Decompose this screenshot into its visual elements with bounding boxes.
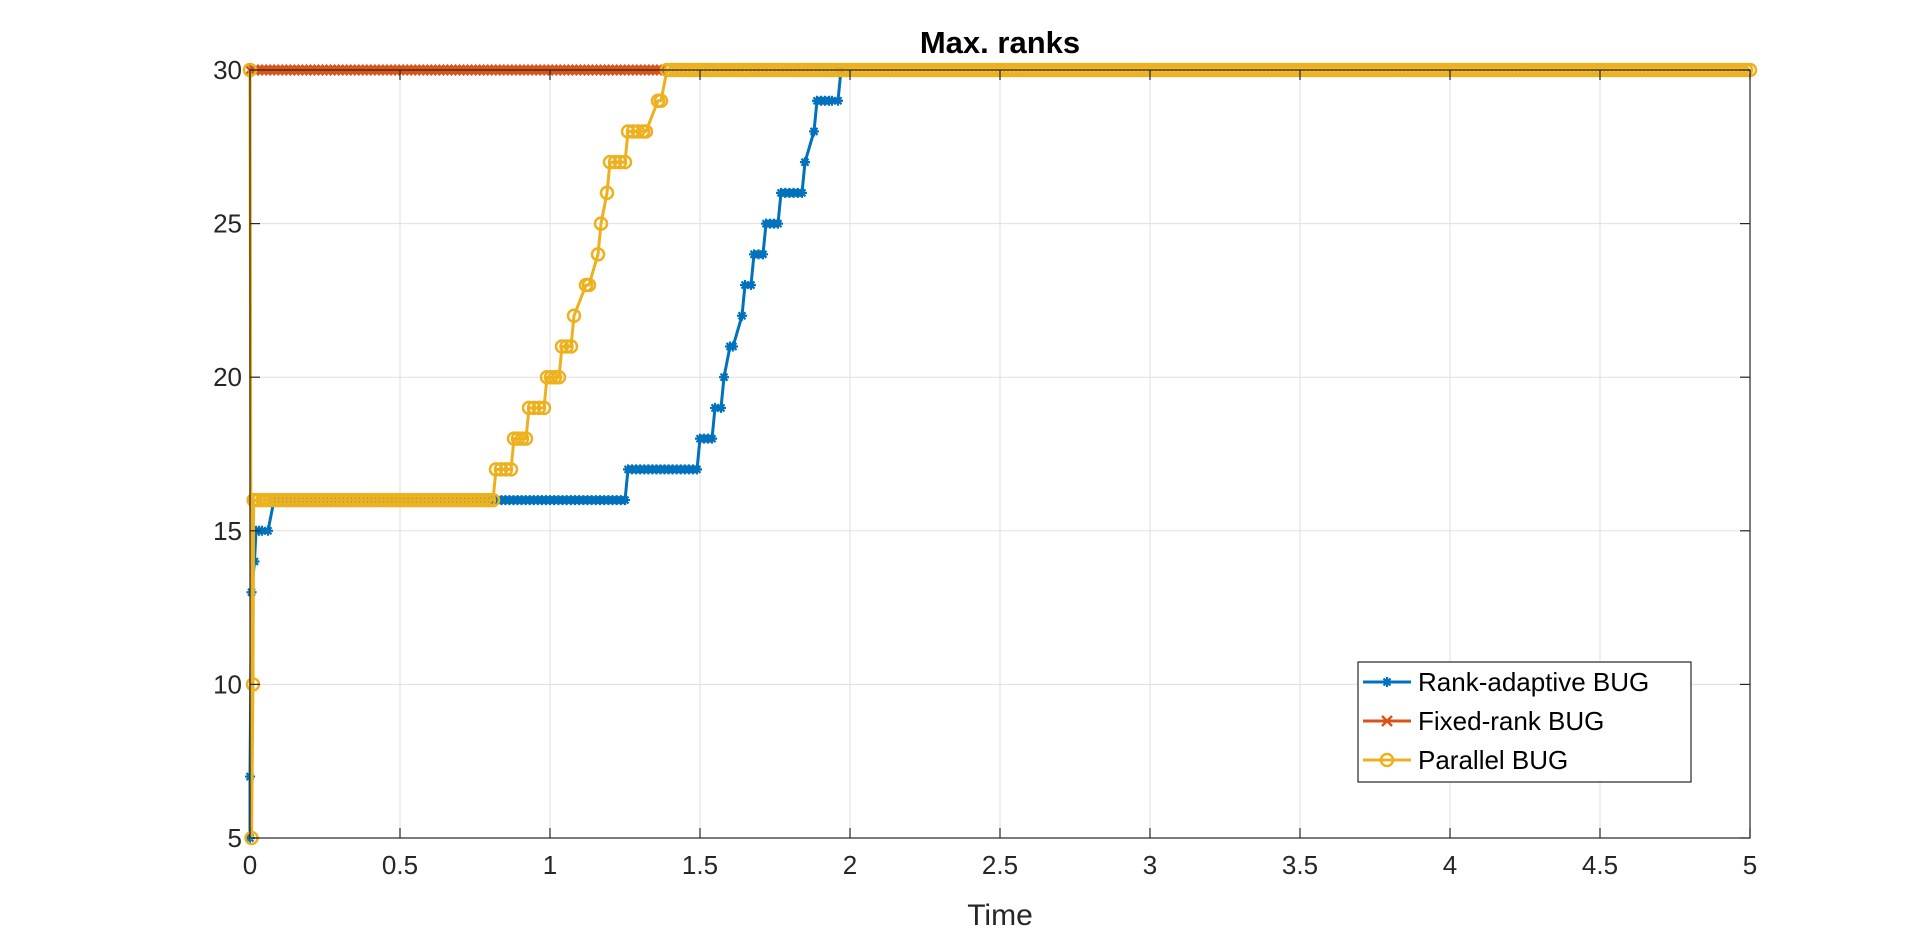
- data-point: [563, 339, 579, 354]
- y-tick-label: 25: [213, 209, 242, 239]
- y-tick-label: 10: [213, 669, 242, 699]
- x-tick-label: 0: [243, 850, 257, 880]
- data-point: [797, 187, 807, 198]
- x-tick-label: 3.5: [1282, 850, 1318, 880]
- data-point: [800, 157, 810, 168]
- data-point: [257, 525, 267, 536]
- data-point: [710, 402, 720, 413]
- axes: [249, 69, 1751, 839]
- legend-label: Fixed-rank BUG: [1418, 706, 1604, 736]
- data-point: [707, 433, 717, 444]
- data-point: [773, 218, 783, 229]
- data-point: [554, 339, 570, 354]
- data-point: [833, 95, 843, 106]
- legend[interactable]: Rank-adaptive BUG Fixed-rank BUG Parallel …: [1357, 661, 1692, 783]
- x-tick-label: 0.5: [382, 850, 418, 880]
- data-point: [617, 154, 633, 170]
- data-point: [531, 400, 547, 416]
- data-point: [566, 308, 582, 324]
- data-point: [521, 400, 537, 416]
- data-point: [503, 462, 519, 477]
- data-point: [559, 339, 574, 354]
- data-point: [536, 400, 552, 416]
- x-tick-label: 4: [1443, 850, 1457, 880]
- legend-item-rank-adaptive-bug: Rank-adaptive BUG: [1363, 667, 1649, 697]
- data-point: [590, 247, 606, 262]
- x-tick-label: 1.5: [682, 850, 718, 880]
- data-point: [599, 185, 615, 201]
- legend-marker: [1379, 752, 1395, 768]
- legend-item-parallel-bug: Parallel BUG: [1363, 745, 1568, 775]
- x-tick-label: 5: [1743, 850, 1757, 880]
- x-tick-label: 3: [1143, 850, 1157, 880]
- legend-label: Parallel BUG: [1418, 745, 1568, 775]
- x-tick-label: 2: [843, 850, 857, 880]
- chart-title: Max. ranks: [920, 25, 1080, 60]
- data-point: [716, 402, 726, 413]
- data-point: [746, 280, 756, 291]
- data-point: [737, 310, 747, 321]
- data-point: [758, 249, 768, 260]
- data-point: [493, 462, 509, 477]
- data-point: [653, 93, 669, 108]
- data-point: [485, 492, 501, 508]
- y-tick-label: 15: [213, 516, 242, 546]
- x-tick-label: 1: [543, 850, 557, 880]
- legend-marker: [1381, 715, 1393, 727]
- data-point: [602, 154, 618, 170]
- data-point: [638, 124, 654, 139]
- data-point: [551, 369, 567, 385]
- data-point: [518, 431, 534, 446]
- legend-marker: [1382, 677, 1392, 687]
- data-point: [719, 372, 729, 383]
- x-tick-label: 2.5: [982, 850, 1018, 880]
- legend-box: [1357, 661, 1692, 783]
- data-point: [488, 462, 504, 477]
- tick-labels: 0 0.5 1 1.5 2 2.5 3 3.5 4 4.5 5 5 10 15 20 25 30: [213, 55, 1757, 880]
- data-point: [809, 126, 819, 137]
- data-point: [526, 400, 542, 416]
- data-point: [593, 216, 609, 231]
- y-tick-label: 20: [213, 362, 242, 392]
- data-point: [581, 277, 597, 293]
- data-point: [728, 341, 738, 352]
- data-point: [607, 154, 623, 170]
- data-point: [263, 525, 273, 536]
- legend-item-fixed-rank-bug: Fixed-rank BUG: [1363, 706, 1604, 736]
- data-point: [740, 280, 750, 291]
- data-point: [692, 464, 702, 475]
- data-point: [827, 95, 837, 106]
- data-point: [620, 495, 630, 506]
- legend-label: Rank-adaptive BUG: [1418, 667, 1649, 697]
- data-point: [612, 154, 628, 170]
- data-point: [498, 462, 514, 477]
- x-tick-label: 4.5: [1582, 850, 1618, 880]
- data-point: [620, 124, 636, 139]
- y-tick-label: 5: [228, 823, 242, 853]
- x-axis-label: Time: [967, 899, 1033, 932]
- y-tick-label: 30: [213, 55, 242, 85]
- data-point: [630, 124, 646, 139]
